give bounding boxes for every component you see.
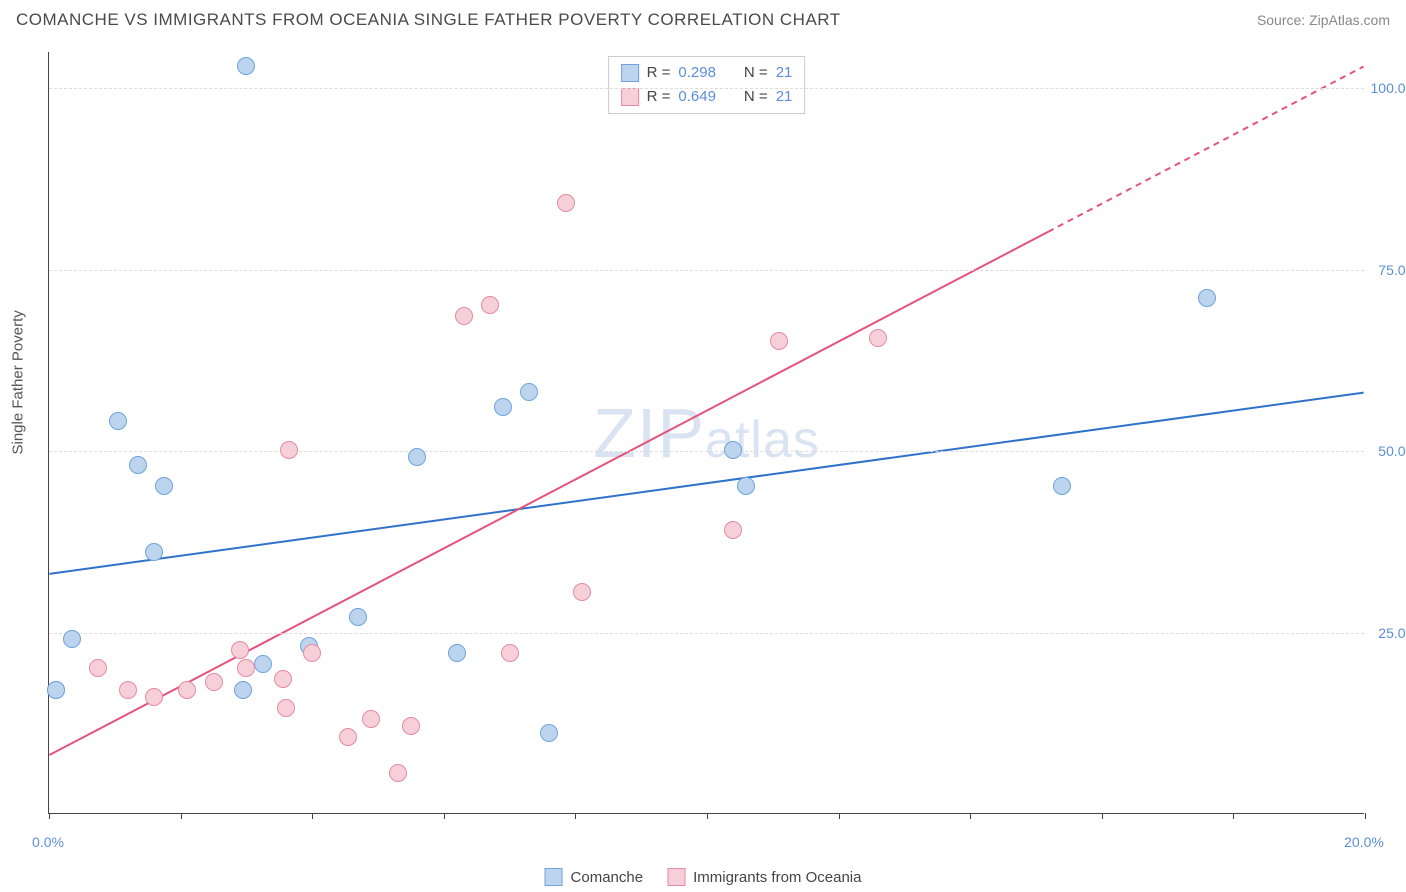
series-legend-item: Immigrants from Oceania	[667, 868, 861, 886]
data-point	[481, 296, 499, 314]
data-point	[178, 681, 196, 699]
y-axis-label: Single Father Poverty	[10, 310, 27, 454]
legend-swatch	[621, 88, 639, 106]
data-point	[402, 717, 420, 735]
data-point	[234, 681, 252, 699]
data-point	[362, 710, 380, 728]
data-point	[724, 521, 742, 539]
data-point	[129, 456, 147, 474]
x-tick-label: 20.0%	[1344, 834, 1384, 850]
x-tick	[1102, 813, 1103, 819]
data-point	[770, 332, 788, 350]
data-point	[540, 724, 558, 742]
data-point	[155, 477, 173, 495]
series-legend-item: Comanche	[545, 868, 644, 886]
data-point	[109, 412, 127, 430]
correlation-legend: R =0.298N =21R =0.649N =21	[608, 56, 806, 114]
data-point	[494, 398, 512, 416]
data-point	[520, 383, 538, 401]
data-point	[501, 644, 519, 662]
legend-swatch	[545, 868, 563, 886]
data-point	[274, 670, 292, 688]
data-point	[737, 477, 755, 495]
data-point	[724, 441, 742, 459]
x-tick	[1233, 813, 1234, 819]
data-point	[119, 681, 137, 699]
gridline	[49, 270, 1364, 271]
y-tick-label: 100.0%	[1371, 80, 1406, 96]
data-point	[231, 641, 249, 659]
source-label: Source: ZipAtlas.com	[1257, 12, 1390, 28]
gridline	[49, 88, 1364, 89]
y-tick-label: 50.0%	[1378, 443, 1406, 459]
data-point	[1053, 477, 1071, 495]
x-tick	[181, 813, 182, 819]
x-tick	[839, 813, 840, 819]
data-point	[557, 194, 575, 212]
legend-n-value: 21	[776, 61, 793, 85]
trend-line	[49, 393, 1363, 574]
x-tick	[575, 813, 576, 819]
x-tick	[1365, 813, 1366, 819]
legend-swatch	[667, 868, 685, 886]
data-point	[205, 673, 223, 691]
data-point	[869, 329, 887, 347]
data-point	[145, 543, 163, 561]
x-tick-label: 0.0%	[32, 834, 64, 850]
y-tick-label: 25.0%	[1378, 625, 1406, 641]
chart-title: COMANCHE VS IMMIGRANTS FROM OCEANIA SING…	[16, 10, 841, 30]
data-point	[145, 688, 163, 706]
legend-r-label: R =	[647, 61, 671, 85]
data-point	[280, 441, 298, 459]
data-point	[349, 608, 367, 626]
trend-line	[1048, 66, 1363, 231]
data-point	[237, 659, 255, 677]
scatter-chart: ZIPatlas R =0.298N =21R =0.649N =21 25.0…	[48, 52, 1364, 814]
trend-lines	[49, 52, 1364, 813]
data-point	[573, 583, 591, 601]
chart-header: COMANCHE VS IMMIGRANTS FROM OCEANIA SING…	[0, 0, 1406, 36]
x-tick	[312, 813, 313, 819]
legend-row: R = 0.298 N = 21	[621, 61, 793, 85]
data-point	[47, 681, 65, 699]
legend-r-value: 0.298	[678, 61, 716, 85]
series-legend: Comanche Immigrants from Oceania	[545, 868, 862, 886]
x-tick	[970, 813, 971, 819]
y-tick-label: 75.0%	[1378, 262, 1406, 278]
legend-swatch	[621, 64, 639, 82]
data-point	[303, 644, 321, 662]
x-tick	[49, 813, 50, 819]
data-point	[63, 630, 81, 648]
x-tick	[707, 813, 708, 819]
x-tick	[444, 813, 445, 819]
series-legend-label: Immigrants from Oceania	[693, 869, 861, 886]
data-point	[1198, 289, 1216, 307]
data-point	[455, 307, 473, 325]
data-point	[237, 57, 255, 75]
data-point	[89, 659, 107, 677]
trend-line	[49, 232, 1048, 755]
legend-n-label: N =	[744, 61, 768, 85]
data-point	[277, 699, 295, 717]
data-point	[254, 655, 272, 673]
data-point	[389, 764, 407, 782]
data-point	[339, 728, 357, 746]
series-legend-label: Comanche	[571, 869, 644, 886]
gridline	[49, 451, 1364, 452]
data-point	[448, 644, 466, 662]
data-point	[408, 448, 426, 466]
gridline	[49, 633, 1364, 634]
